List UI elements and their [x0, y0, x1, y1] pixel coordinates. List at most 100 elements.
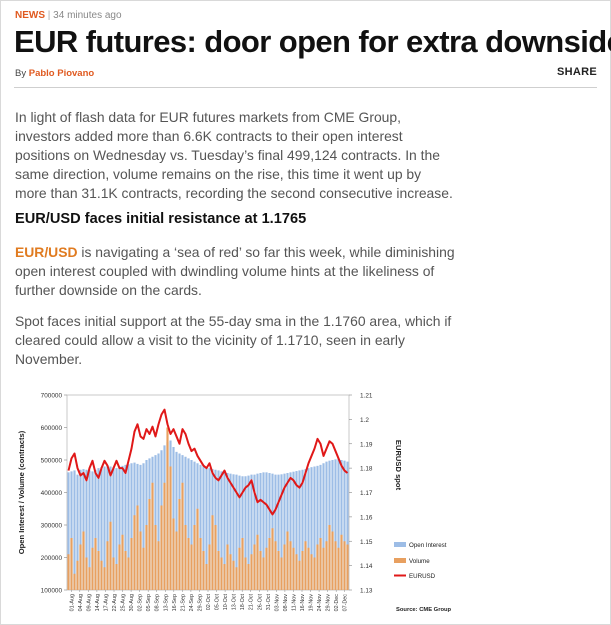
volume-bar	[190, 544, 193, 590]
x-tick-label: 17-Aug	[103, 594, 109, 611]
open-interest-bar	[112, 467, 115, 590]
open-interest-bar	[262, 472, 265, 590]
volume-bar	[319, 538, 322, 590]
volume-bar	[262, 557, 265, 590]
open-interest-bar	[154, 455, 157, 590]
x-tick-label: 16-Nov	[300, 594, 306, 612]
volume-bar	[310, 554, 313, 590]
x-tick-label: 02-Oct	[206, 594, 212, 611]
open-interest-bar	[187, 458, 190, 590]
paragraph-support: Spot faces initial support at the 55-day…	[15, 313, 452, 367]
volume-bar	[220, 557, 223, 590]
x-tick-label: 31-Oct	[266, 594, 272, 611]
open-interest-bar	[322, 463, 325, 590]
open-interest-bar	[103, 466, 106, 590]
open-interest-bar	[121, 465, 124, 590]
volume-bar	[130, 538, 133, 590]
x-tick-label: 02-Sep	[138, 594, 144, 611]
volume-bar	[127, 557, 130, 590]
x-tick-label: 13-Oct	[232, 594, 238, 611]
open-interest-bar	[67, 472, 70, 590]
volume-bar	[67, 554, 70, 590]
open-interest-bar	[325, 461, 328, 590]
x-tick-label: 01-Aug	[69, 594, 75, 611]
section-subheading: EUR/USD faces initial resistance at 1.17…	[15, 211, 307, 227]
open-interest-bar	[94, 469, 97, 590]
open-interest-bar	[217, 470, 220, 590]
eurusd-link[interactable]: EUR/USD	[15, 244, 78, 260]
open-interest-bar	[79, 469, 82, 590]
news-category-link[interactable]: NEWS	[15, 10, 45, 21]
publish-time: 34 minutes ago	[53, 10, 122, 21]
legend-label: EURUSD	[409, 573, 436, 580]
y-tick-label: 100000	[41, 588, 63, 595]
volume-bar	[244, 557, 247, 590]
volume-bar	[133, 515, 136, 590]
paragraph-intro: In light of flash data for EUR futures m…	[15, 109, 453, 201]
open-interest-bar	[199, 464, 202, 590]
share-button[interactable]: SHARE	[556, 66, 597, 78]
volume-bar	[103, 567, 106, 590]
volume-bar	[301, 551, 304, 590]
open-interest-bar	[226, 473, 229, 590]
volume-bar	[313, 557, 316, 590]
volume-bar	[232, 560, 235, 590]
volume-bar	[157, 541, 160, 590]
volume-bar	[82, 531, 85, 590]
open-interest-bar	[313, 466, 316, 590]
volume-bar	[112, 557, 115, 590]
x-tick-label: 19-Nov	[309, 594, 315, 612]
volume-bar	[79, 544, 82, 590]
x-tick-label: 08-Nov	[283, 594, 289, 612]
x-tick-label: 25-Aug	[121, 594, 127, 611]
open-interest-bar	[235, 474, 238, 590]
volume-bar	[145, 525, 148, 590]
volume-bar	[280, 557, 283, 590]
open-interest-bar	[70, 471, 73, 590]
eurusd-line	[67, 408, 349, 516]
y-tick-label: 600000	[41, 425, 63, 432]
open-interest-bar	[244, 476, 247, 590]
open-interest-bar	[277, 474, 280, 590]
x-tick-label: 03-Nov	[274, 594, 280, 612]
open-interest-bar	[223, 472, 226, 590]
y2-tick-label: 1.2	[360, 417, 369, 424]
open-interest-bar	[220, 471, 223, 590]
open-interest-bar	[238, 475, 241, 590]
open-interest-bar	[289, 472, 292, 590]
y-tick-label: 200000	[41, 555, 63, 562]
volume-bar	[217, 551, 220, 590]
x-tick-label: 14-Aug	[95, 594, 101, 611]
volume-bar	[238, 547, 241, 590]
x-tick-label: 11-Nov	[291, 594, 297, 611]
y-axis-title: Open Interest / Volume (contracts)	[17, 430, 26, 554]
author-link[interactable]: Pablo Piovano	[28, 68, 95, 79]
open-interest-bar	[310, 467, 313, 590]
open-interest-bar	[256, 473, 259, 590]
volume-bar	[100, 560, 103, 590]
volume-bar	[139, 531, 142, 590]
volume-bar	[307, 547, 310, 590]
volume-bar	[283, 544, 286, 590]
volume-bar	[292, 547, 295, 590]
volume-bar	[76, 560, 79, 590]
volume-bar	[229, 554, 232, 590]
volume-bar	[163, 482, 166, 590]
open-interest-bar	[88, 470, 91, 590]
open-interest-bar	[130, 463, 133, 590]
volume-bar	[106, 541, 109, 590]
volume-bar	[202, 551, 205, 590]
y2-tick-label: 1.18	[360, 466, 373, 473]
volume-bar	[124, 551, 127, 590]
volume-bar	[277, 551, 280, 590]
volume-bar	[268, 538, 271, 590]
legend-label: Open Interest	[409, 542, 447, 549]
volume-bar	[259, 551, 262, 590]
open-interest-bar	[268, 473, 271, 590]
volume-bar	[91, 547, 94, 590]
y2-tick-label: 1.14	[360, 563, 373, 570]
x-tick-label: 24-Sep	[189, 594, 195, 611]
plot-area	[66, 394, 350, 591]
article-meta: NEWS | 34 minutes ago	[15, 10, 122, 21]
volume-bar	[118, 544, 121, 590]
